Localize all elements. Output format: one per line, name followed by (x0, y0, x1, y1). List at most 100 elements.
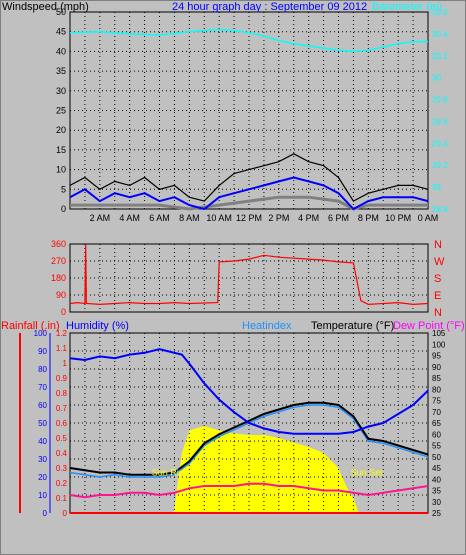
dewpoint-label: Dew Point (°F) (393, 320, 465, 332)
humidity-tick-label: 40 (38, 437, 47, 446)
humidity-tick-label: 10 (38, 491, 47, 500)
solar-area (173, 426, 359, 513)
wind-tick-label: 30 (56, 86, 66, 96)
hour-tick-label: 8 AM (179, 213, 200, 223)
temperature-tick-label: 70 (432, 408, 441, 417)
temperature-tick-label: 30 (432, 498, 441, 507)
rainfall-tick-label: 1.1 (56, 344, 68, 353)
hour-tick-label: 0 AM (418, 213, 439, 223)
hour-tick-label: 8 PM (358, 213, 379, 223)
barometer-tick-label: 29.6 (432, 117, 448, 126)
wind-axis-label: Windspeed (mph) (2, 1, 89, 13)
rainfall-tick-label: 1.2 (56, 329, 68, 338)
temperature-tick-label: 95 (432, 352, 441, 361)
rainfall-tick-label: 0.1 (56, 494, 68, 503)
temperature-tick-label: 100 (432, 340, 446, 349)
wind-tick-label: 20 (56, 125, 66, 135)
compass-tick-label: S (434, 273, 441, 285)
compass-tick-label: E (434, 290, 441, 302)
direction-tick-label: 0 (61, 307, 66, 317)
temperature-label: Temperature (°F) (311, 320, 394, 332)
temperature-tick-label: 25 (432, 509, 441, 518)
humidity-tick-label: 90 (38, 347, 47, 356)
wind-tick-label: 35 (56, 66, 66, 76)
temperature-tick-label: 60 (432, 430, 441, 439)
humidity-tick-label: 30 (38, 455, 47, 464)
hour-tick-label: 12 PM (236, 213, 262, 223)
rainfall-tick-label: 0 (63, 509, 68, 518)
barometer-tick-label: 30.4 (432, 30, 448, 39)
hour-tick-label: 6 PM (328, 213, 349, 223)
temperature-tick-label: 80 (432, 385, 441, 394)
temperature-panel-ticks: 0 10 20 30 40 50 60 70 80 90 100 0 0.1 0.2 0.3 0.4 0.5 0.… (19, 329, 446, 518)
humidity-tick-label: 80 (38, 365, 47, 374)
hour-tick-label: 10 AM (206, 213, 232, 223)
direction-tick-label: 360 (51, 239, 66, 249)
rainfall-tick-label: 0.2 (56, 479, 68, 488)
hour-tick-label: 2 AM (90, 213, 111, 223)
avg-wind-line (70, 195, 428, 211)
wind-tick-label: 0 (61, 204, 66, 214)
humidity-tick-label: 100 (34, 329, 48, 338)
temperature-panel-series (69, 348, 429, 514)
humidity-label: Humidity (%) (66, 320, 129, 332)
wind-direction-line (69, 244, 429, 306)
wind-tick-label: 45 (56, 27, 66, 37)
barometer-tick-label: 30.6 (432, 8, 448, 17)
compass-tick-label: N (434, 307, 442, 319)
temperature-tick-label: 35 (432, 487, 441, 496)
humidity-tick-label: 70 (38, 383, 47, 392)
barometer-tick-label: 30 (432, 74, 441, 83)
humidity-tick-label: 50 (38, 419, 47, 428)
rainfall-tick-label: 0.4 (56, 449, 68, 458)
wind-tick-label: 25 (56, 106, 66, 116)
barometer-line (69, 28, 428, 53)
sunrise-label: Sun Rise (152, 468, 189, 478)
rainfall-tick-label: 0.6 (56, 419, 68, 428)
direction-tick-label: 90 (56, 290, 66, 300)
temperature-tick-label: 85 (432, 374, 441, 383)
wind-panel-grid (70, 12, 428, 209)
temperature-tick-label: 50 (432, 453, 441, 462)
temperature-tick-label: 90 (432, 363, 441, 372)
compass-tick-label: N (434, 239, 442, 251)
rainfall-tick-label: 1 (63, 359, 68, 368)
rainfall-tick-label: 0.9 (56, 374, 68, 383)
wind-tick-label: 15 (56, 145, 66, 155)
temperature-tick-label: 40 (432, 475, 441, 484)
barometer-tick-label: 29.8 (432, 96, 448, 105)
solar-radiation-area (173, 426, 359, 513)
hour-tick-label: 4 PM (298, 213, 319, 223)
heatindex-label: Heatindex (242, 320, 292, 332)
wind-tick-label: 50 (56, 7, 66, 17)
hour-tick-label: 2 PM (268, 213, 289, 223)
direction-panel-series (69, 244, 429, 306)
barometer-tick-label: 29.4 (432, 139, 448, 148)
humidity-tick-label: 0 (43, 509, 48, 518)
direction-panel-grid (70, 244, 428, 312)
gust-line (69, 153, 429, 202)
wind-tick-label: 10 (56, 165, 66, 175)
barometer-tick-label: 30.2 (432, 52, 448, 61)
sunset-label: Sun Set (351, 468, 384, 478)
rainfall-tick-label: 0.8 (56, 389, 68, 398)
humidity-tick-label: 60 (38, 401, 47, 410)
temperature-line (69, 401, 429, 476)
temperature-tick-label: 65 (432, 419, 441, 428)
rainfall-tick-label: 0.7 (56, 404, 68, 413)
temperature-tick-label: 45 (432, 464, 441, 473)
temperature-tick-label: 105 (432, 329, 446, 338)
humidity-line (69, 348, 429, 435)
wind-panel-ticks: 0 5 10 15 20 25 30 35 40 45 50 28.8 29 29.2 29.4 29.6 29… (56, 7, 448, 223)
wind-panel-series (69, 28, 429, 211)
temperature-tick-label: 75 (432, 397, 441, 406)
rainfall-tick-label: 0.5 (56, 434, 68, 443)
direction-tick-label: 270 (51, 256, 66, 266)
rainfall-tick-label: 0.3 (56, 464, 68, 473)
barometer-axis-label: Barometer (in) (372, 1, 442, 13)
temperature-tick-label: 55 (432, 442, 441, 451)
compass-tick-label: W (434, 256, 445, 268)
direction-tick-label: 180 (51, 273, 66, 283)
rainfall-label: Rainfall (.in) (1, 320, 60, 332)
